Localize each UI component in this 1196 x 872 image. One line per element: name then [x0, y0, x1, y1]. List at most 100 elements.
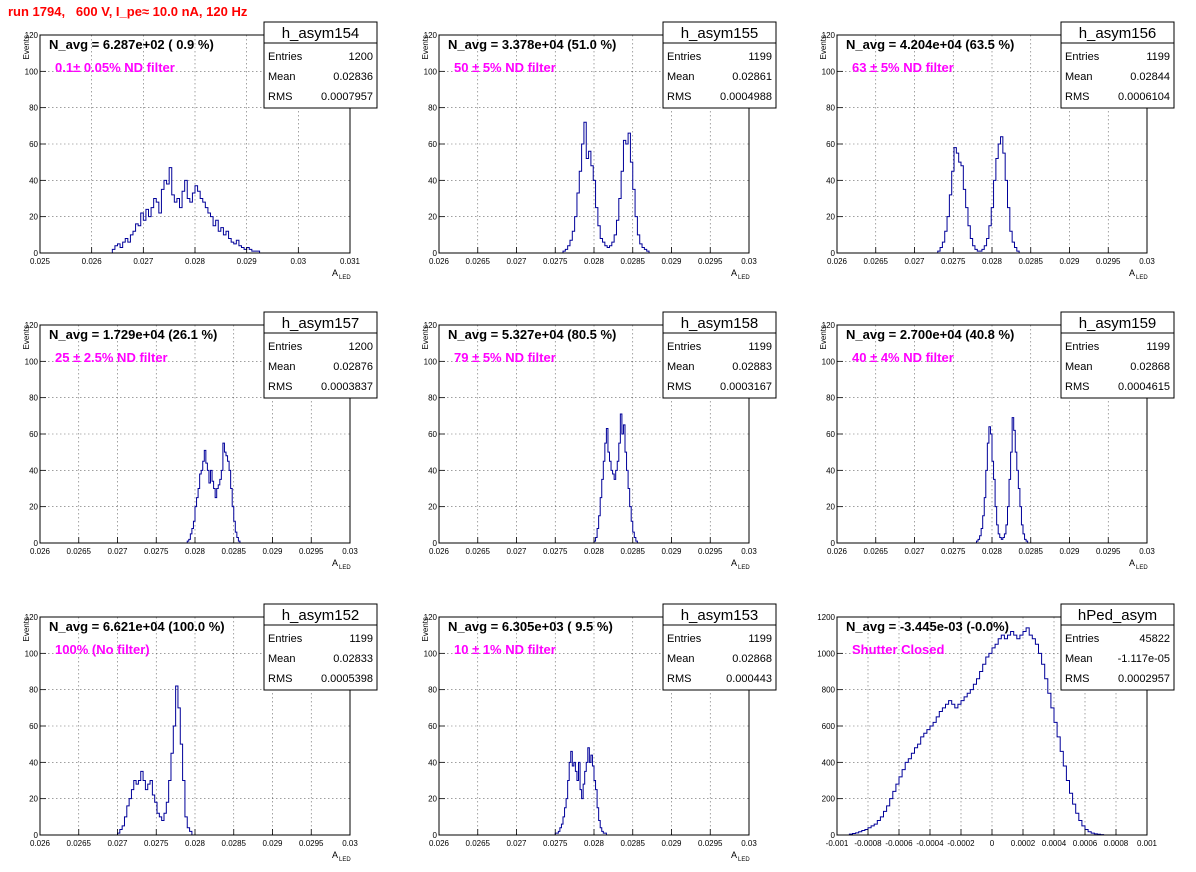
stats-label-mean: Mean — [667, 653, 695, 665]
stats-title: h_asym152 — [282, 607, 360, 624]
x-axis-title: ALED — [332, 268, 351, 281]
y-axis-title: Events — [421, 35, 430, 59]
filter-annotation: 10 ± 1% ND filter — [454, 642, 556, 657]
y-tick-label: 60 — [29, 722, 38, 731]
y-axis-title: Events — [819, 325, 828, 349]
x-tick-label: 0.03 — [342, 839, 358, 848]
y-tick-label: 40 — [428, 466, 437, 475]
histogram-series — [554, 747, 607, 835]
y-tick-label: 20 — [29, 795, 38, 804]
x-tick-label: 0.0295 — [698, 547, 723, 556]
x-tick-label: 0.026 — [30, 839, 51, 848]
x-tick-label: 0.0275 — [543, 839, 568, 848]
y-tick-label: 40 — [428, 176, 437, 185]
x-axis-title-sub: LED — [738, 275, 750, 281]
x-tick-label: 0.029 — [661, 257, 682, 266]
x-tick-label: 0.027 — [904, 257, 925, 266]
x-tick-label: 0.0295 — [299, 839, 324, 848]
stats-label-rms: RMS — [268, 91, 292, 103]
y-tick-label: 120 — [25, 31, 39, 40]
x-tick-label: 0.029 — [661, 839, 682, 848]
y-tick-label: 20 — [826, 213, 835, 222]
y-tick-label: 20 — [826, 503, 835, 512]
x-axis-title: ALED — [731, 850, 750, 863]
panel-h_asym159: 0.026 0.0265 0.027 0.0275 0.028 0.0285 0.029 0.… — [819, 311, 1175, 571]
x-tick-label: 0.0275 — [144, 839, 169, 848]
y-tick-label: 100 — [822, 67, 836, 76]
stats-box: h_asym154 Entries 1200 Mean 0.02836 RMS 0.0007… — [263, 21, 378, 109]
x-axis-title-main: A — [332, 558, 338, 568]
x-tick-label: 0.028 — [584, 839, 605, 848]
x-tick-label: 0.0295 — [698, 839, 723, 848]
stats-box-frame — [263, 603, 378, 691]
x-tick-label: 0.0295 — [1096, 257, 1121, 266]
filter-annotation: 40 ± 4% ND filter — [852, 350, 954, 365]
panel-h_asym156: 0.026 0.0265 0.027 0.0275 0.028 0.0285 0.029 0.… — [819, 21, 1175, 281]
x-tick-label: 0.026 — [429, 257, 450, 266]
stats-value-entries: 1199 — [748, 633, 772, 645]
x-tick-label: 0.027 — [133, 257, 154, 266]
stats-box: hPed_asym Entries 45822 Mean -1.117e-05 RMS 0.… — [1060, 603, 1175, 691]
filter-annotation: 50 ± 5% ND filter — [454, 60, 556, 75]
x-tick-label: 0.0285 — [1019, 257, 1044, 266]
stats-label-mean: Mean — [1065, 361, 1093, 373]
y-tick-label: 40 — [826, 466, 835, 475]
x-tick-label: 0.0285 — [1019, 547, 1044, 556]
x-axis-title-main: A — [1129, 558, 1135, 568]
navg-label: N_avg = 6.305e+03 ( 9.5 %) — [448, 619, 613, 634]
x-tick-label: 0.001 — [1137, 839, 1158, 848]
x-axis-title-sub: LED — [339, 857, 351, 863]
navg-label: N_avg = -3.445e-03 (-0.0%) — [846, 619, 1009, 634]
y-tick-label: 0 — [433, 831, 438, 840]
stats-box-frame — [263, 21, 378, 109]
stats-value-entries: 1200 — [349, 341, 373, 353]
y-tick-label: 120 — [822, 31, 836, 40]
y-tick-label: 60 — [826, 140, 835, 149]
stats-value-rms: 0.0003837 — [321, 381, 373, 393]
filter-annotation: 100% (No filter) — [55, 642, 150, 657]
x-tick-label: 0.0285 — [222, 839, 247, 848]
stats-label-entries: Entries — [268, 341, 303, 353]
x-axis-title: ALED — [1129, 268, 1148, 281]
y-axis-title: Events — [421, 617, 430, 641]
stats-value-mean: 0.02868 — [1130, 361, 1170, 373]
y-tick-label: 20 — [29, 213, 38, 222]
x-tick-label: 0.027 — [506, 547, 527, 556]
y-tick-label: 60 — [428, 722, 437, 731]
filter-annotation: 79 ± 5% ND filter — [454, 350, 556, 365]
x-tick-label: 0.0285 — [621, 547, 646, 556]
stats-box-frame — [1060, 311, 1175, 399]
x-tick-label: 0.0265 — [466, 547, 491, 556]
x-tick-label: 0.03 — [1139, 257, 1155, 266]
x-tick-label: 0.0295 — [1096, 547, 1121, 556]
x-tick-label: 0.029 — [262, 547, 283, 556]
y-tick-label: 120 — [424, 321, 438, 330]
panel-h_asym152: 0.026 0.0265 0.027 0.0275 0.028 0.0285 0.029 0.… — [22, 603, 378, 863]
y-tick-label: 40 — [428, 758, 437, 767]
x-tick-label: 0.0285 — [621, 839, 646, 848]
x-tick-label: 0.026 — [827, 257, 848, 266]
y-tick-label: 100 — [822, 357, 836, 366]
y-tick-label: 100 — [424, 357, 438, 366]
stats-value-entries: 45822 — [1139, 633, 1170, 645]
y-tick-label: 120 — [424, 31, 438, 40]
x-tick-label: 0.029 — [262, 839, 283, 848]
filter-annotation: 25 ± 2.5% ND filter — [55, 350, 168, 365]
filter-annotation: 63 ± 5% ND filter — [852, 60, 954, 75]
y-axis-title: Events — [22, 325, 31, 349]
stats-box-frame — [263, 311, 378, 399]
x-axis-title-main: A — [1129, 268, 1135, 278]
stats-label-entries: Entries — [667, 341, 702, 353]
x-tick-label: 0.026 — [30, 547, 51, 556]
stats-label-mean: Mean — [667, 71, 695, 83]
filter-annotation: 0.1± 0.05% ND filter — [55, 60, 175, 75]
y-tick-label: 120 — [25, 613, 39, 622]
x-tick-label: 0.0265 — [67, 547, 92, 556]
stats-box-frame — [662, 311, 777, 399]
navg-label: N_avg = 2.700e+04 (40.8 %) — [846, 327, 1014, 342]
x-tick-label: 0 — [990, 839, 995, 848]
stats-value-entries: 1199 — [748, 51, 772, 63]
stats-title: hPed_asym — [1078, 607, 1157, 624]
x-axis-title: ALED — [1129, 558, 1148, 571]
y-tick-label: 80 — [826, 104, 835, 113]
